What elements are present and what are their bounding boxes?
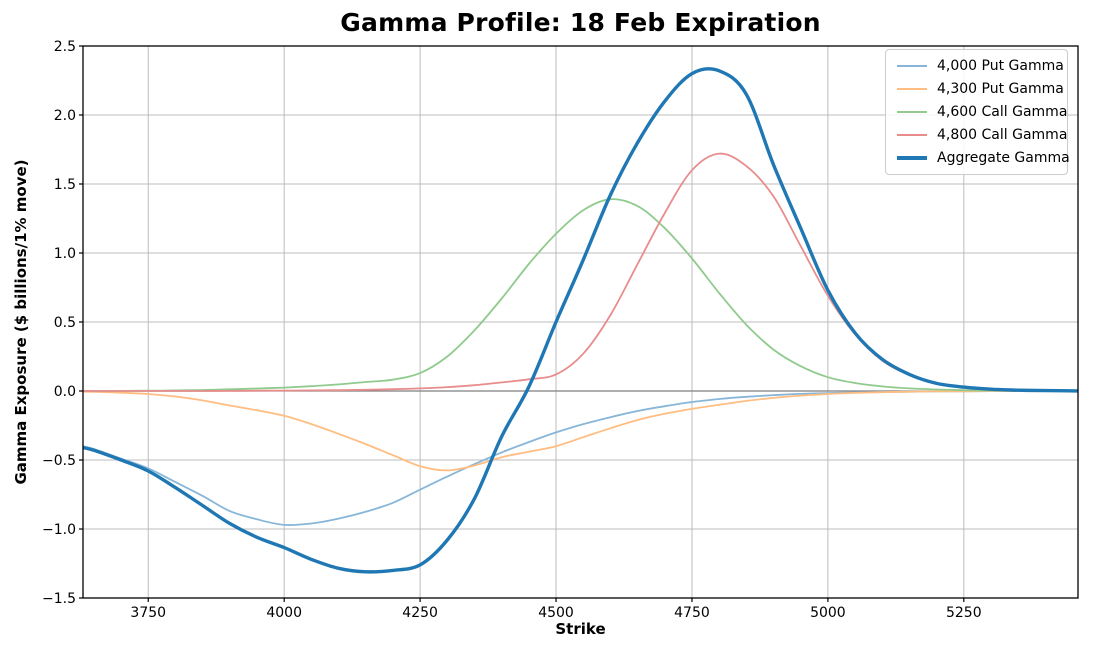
- x-tick-label-4000: 4000: [266, 605, 302, 621]
- legend-swatch-aggregate: [897, 155, 927, 160]
- y-tick-label-1.0: 1.0: [54, 246, 76, 262]
- x-tick-label-4500: 4500: [538, 605, 574, 621]
- x-tick-label-4750: 4750: [674, 605, 710, 621]
- legend-item-call-4800: 4,800 Call Gamma: [897, 123, 1067, 146]
- legend-swatch-call-4600: [897, 110, 927, 113]
- y-tick-label-2.5: 2.5: [54, 39, 76, 55]
- legend-label-call-4600: 4,600 Call Gamma: [937, 103, 1068, 120]
- legend-swatch-put-4000: [897, 65, 927, 68]
- y-tick-label-−0.5: −0.5: [42, 453, 76, 469]
- y-tick-label-−1.5: −1.5: [42, 591, 76, 607]
- legend-swatch-put-4300: [897, 88, 927, 91]
- y-tick-label-1.5: 1.5: [54, 177, 76, 193]
- curve-aggregate: [83, 67, 1078, 574]
- legend: 4,000 Put Gamma 4,300 Put Gamma 4,600 Ca…: [885, 49, 1070, 175]
- curve-put-4300: [83, 390, 1078, 472]
- legend-item-aggregate: Aggregate Gamma: [897, 146, 1070, 169]
- legend-item-put-4300: 4,300 Put Gamma: [897, 78, 1064, 101]
- legend-item-call-4600: 4,600 Call Gamma: [897, 101, 1067, 124]
- y-tick-label-2.0: 2.0: [54, 108, 76, 124]
- curve-call-4600: [83, 198, 1078, 392]
- x-tick-label-5250: 5250: [946, 605, 982, 621]
- legend-label-put-4300: 4,300 Put Gamma: [937, 81, 1064, 98]
- x-tick-label-5000: 5000: [810, 605, 846, 621]
- curve-call-4800: [83, 152, 1078, 392]
- y-tick-label-0.0: 0.0: [54, 384, 76, 400]
- legend-swatch-call-4800: [897, 133, 927, 136]
- legend-label-put-4000: 4,000 Put Gamma: [937, 58, 1064, 75]
- legend-label-call-4800: 4,800 Call Gamma: [937, 126, 1068, 143]
- y-tick-label-−1.0: −1.0: [42, 522, 76, 538]
- legend-item-put-4000: 4,000 Put Gamma: [897, 55, 1064, 78]
- curve-put-4000: [83, 390, 1078, 526]
- legend-label-aggregate: Aggregate Gamma: [937, 149, 1070, 166]
- x-tick-label-3750: 3750: [130, 605, 166, 621]
- chart-title: Gamma Profile: 18 Feb Expiration: [340, 8, 821, 37]
- x-tick-label-4250: 4250: [402, 605, 438, 621]
- y-tick-label-0.5: 0.5: [54, 315, 76, 331]
- x-axis-label: Strike: [555, 620, 606, 638]
- y-axis-label: Gamma Exposure ($ billions/1% move): [12, 159, 30, 485]
